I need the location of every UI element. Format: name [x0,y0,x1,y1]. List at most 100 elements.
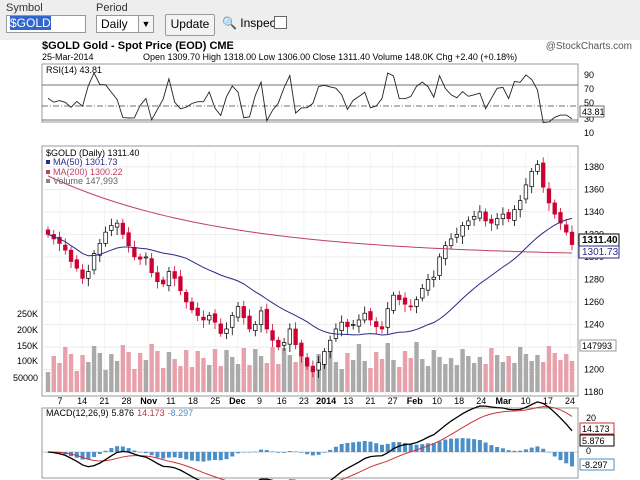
candle-body [276,339,281,348]
period-select[interactable]: Daily ▼ [96,15,154,33]
candle-body [512,209,517,221]
volume-bar [264,363,270,392]
candle-body [114,222,120,228]
inspect-toggle[interactable]: 🔍 Inspect [222,16,279,30]
volume-bar [195,351,200,392]
rsi-tick: 50 [584,98,594,108]
volume-bar [166,352,172,392]
search-icon: 🔍 [222,16,237,30]
candle-body [374,321,379,328]
chevron-down-icon[interactable]: ▼ [138,16,153,32]
ma50-line [47,217,573,336]
candle-body [345,321,350,328]
candle-body [379,326,385,330]
macd-hist-bar [489,445,494,452]
candle-body [535,164,540,172]
vol-tick: 150K [17,341,38,351]
macd-hist-bar [310,452,315,456]
x-tick-label: 28 [122,396,132,406]
price-tick-label: 1380 [584,162,604,172]
update-button[interactable]: Update [165,14,215,36]
macd-hist-bar [408,444,413,452]
inspect-checkbox[interactable] [274,16,287,29]
candle-body [264,308,269,330]
macd-hist-bar [126,448,131,452]
candle-body [483,211,488,222]
candle-body [431,276,436,280]
candle-body [207,315,212,321]
x-tick-label: 25 [210,396,220,406]
candle-body [293,328,298,346]
volume-bar [368,368,373,392]
volume-bar [362,361,367,392]
candle-body [287,328,292,345]
volume-bar [425,366,431,392]
macd-hist-bar [195,452,200,462]
volume-bar [322,361,327,392]
x-tick-label: 10 [521,396,531,406]
macd-hist-bar [477,440,482,452]
symbol-value: $GOLD [10,16,51,30]
volume-legend: Volume 147,993 [53,176,118,186]
candle-body [63,244,68,251]
candle-body [74,259,79,269]
volume-bar [178,366,183,392]
candle-body [281,342,287,346]
x-tick-label: 16 [277,396,287,406]
volume-bar [91,346,97,392]
candle-body [391,294,396,311]
candle-body [518,200,523,211]
macd-signal-line [47,406,573,480]
macd-hist-bar [385,443,390,452]
macd-hist-bar [241,452,246,453]
price-tick-label: 1340 [584,207,604,217]
macd-hist-bar [109,448,114,452]
macd-tag-text: -8.297 [582,460,608,470]
volume-bar [126,352,131,392]
x-axis: 7 14 21 28 Nov 11 18 25 Dec 9 16 23 2014 13 21 27 Feb 10 1… [57,396,575,406]
macd-hist-bar [535,446,540,452]
vol-tick: 200K [17,325,38,335]
candle-body [356,319,362,327]
macd-hist-bar [149,452,154,456]
candle-body [103,231,108,244]
rsi-value-tag [579,105,605,118]
macd-hist-bar [253,451,258,453]
candle-body [541,162,546,188]
macd-hist-bar [230,452,235,457]
volume-bar [535,355,540,392]
macd-hist-bar [374,443,379,452]
volume-bar [437,357,442,392]
macd-hist-bar [472,439,477,452]
macd-hist-bar [189,452,194,461]
candle-body [558,212,563,224]
macd-hist-bar [305,452,310,455]
candle-body [120,222,126,235]
candle-body [126,232,131,247]
price-tick-label: 1360 [584,184,604,194]
macd-hist-bar [437,441,442,452]
candle-body [500,213,506,220]
x-tick-label: 17 [543,396,553,406]
volume-bar [541,362,546,392]
candle-body [368,311,373,321]
volume-bar [345,353,350,392]
macd-hist-bar [564,452,569,464]
volume-bar [57,363,62,392]
volume-bars [45,342,575,392]
symbol-label: Symbol [6,2,43,14]
rsi-series [47,71,573,123]
volume-bar [299,346,304,392]
volume-bar [552,353,557,392]
quote-line: Open 1309.70 High 1318.00 Low 1306.00 Cl… [143,52,517,62]
candle-body [460,225,465,237]
volume-bar [356,344,362,392]
candle-body [109,225,114,231]
macd-hist-bar [414,444,419,452]
volume-bar [489,348,494,392]
symbol-input[interactable]: $GOLD [6,15,86,33]
volume-bar [241,348,246,392]
ma-tag [578,245,620,259]
macd-hist-bar [103,450,108,452]
candle-body [195,307,200,316]
